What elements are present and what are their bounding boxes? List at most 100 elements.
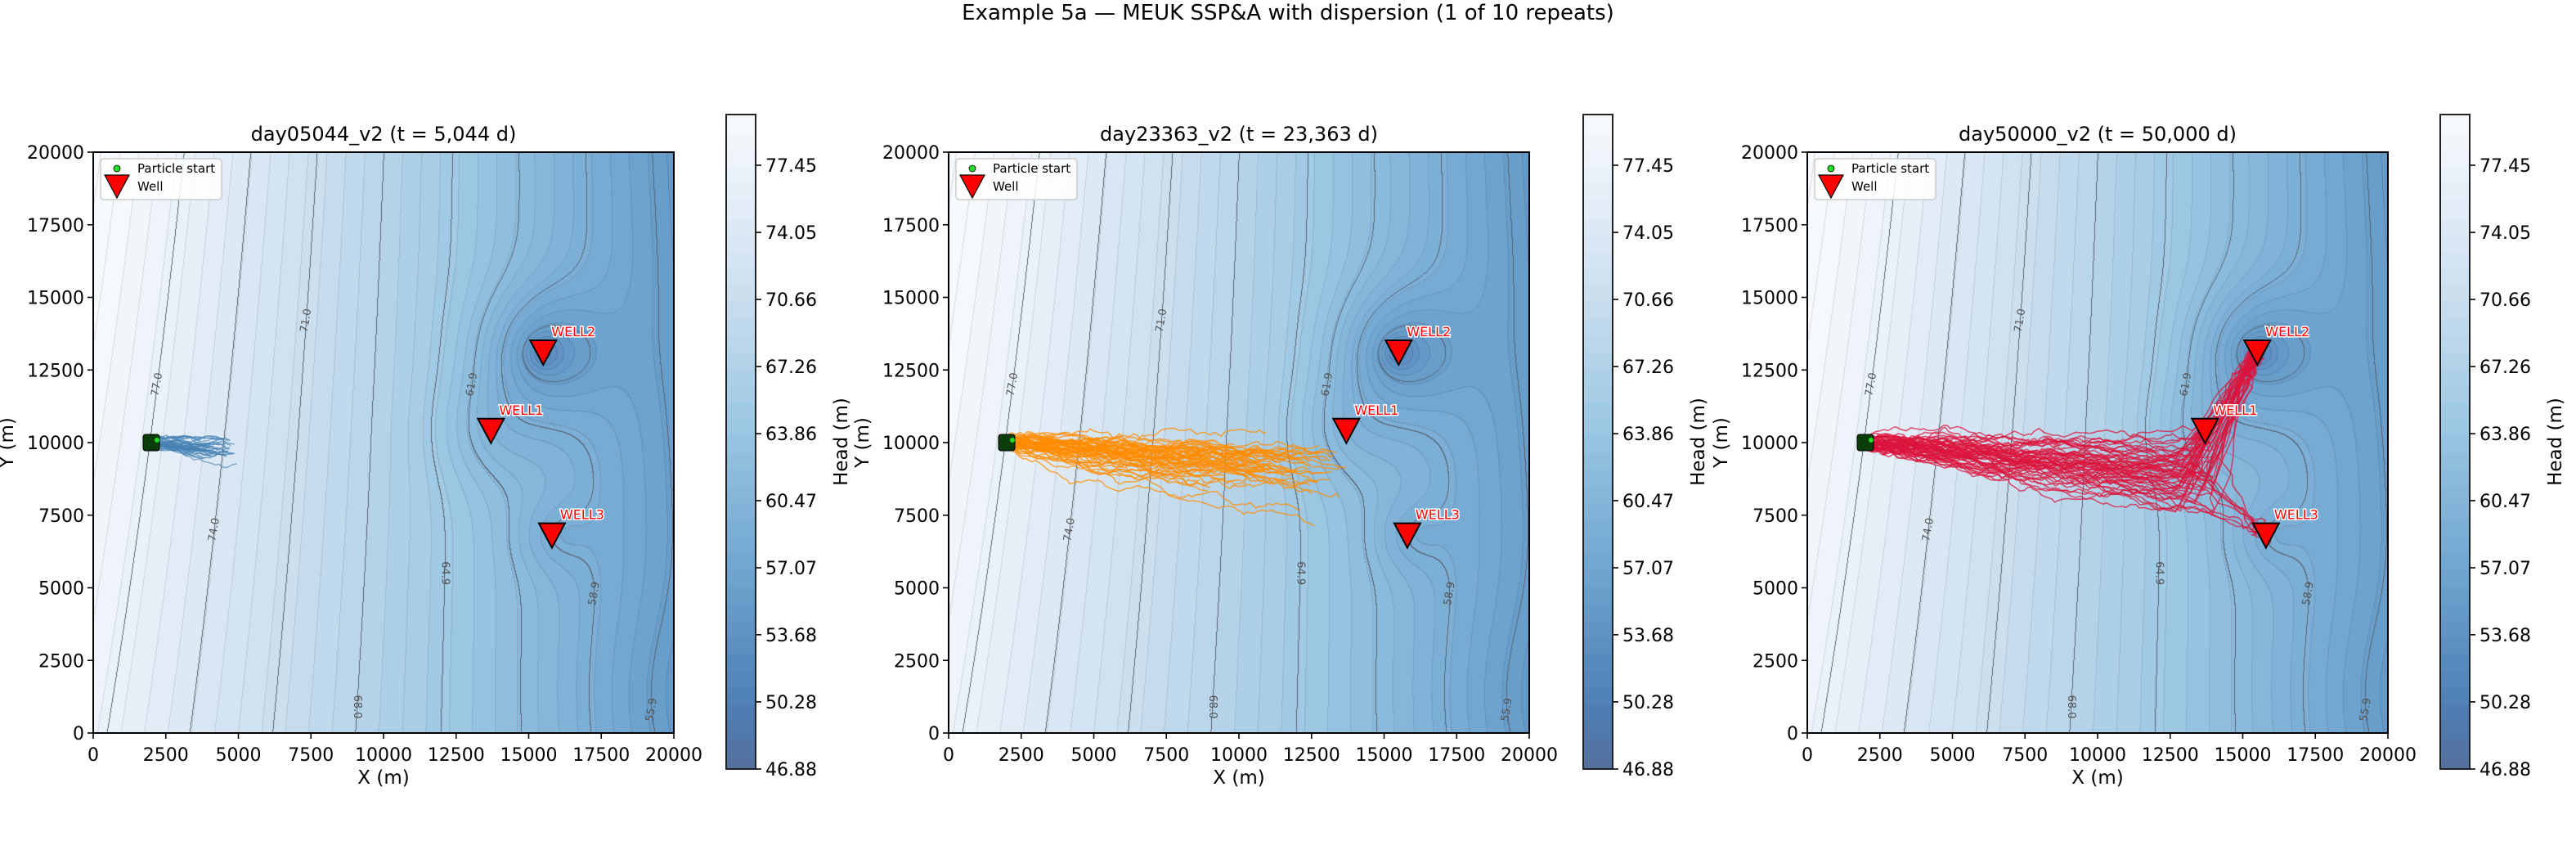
well-marker <box>1331 417 1362 445</box>
legend-label: Particle start <box>1851 161 1929 176</box>
colorbar-tick-label: 63.86 <box>1622 425 1674 445</box>
legend-start-icon <box>113 164 121 173</box>
panel-2: 77.0 74.0 71.0 68.0 64.9 61.9 58.9 55.9 WELL1 WEL… <box>852 114 1709 789</box>
colorbar-tick-label: 70.66 <box>1622 290 1674 311</box>
colorbar-tick-label: 46.88 <box>1622 760 1674 780</box>
x-tick-label: 20000 <box>1501 745 1558 766</box>
well-label: WELL1 <box>2213 403 2257 418</box>
panel-3: 77.0 74.0 71.0 68.0 64.9 61.9 58.9 55.9 WELL1 WEL… <box>1711 114 2566 789</box>
contour-label: 68.0 <box>2065 695 2077 719</box>
x-tick-label: 15000 <box>500 745 558 766</box>
particle-track <box>1006 442 1211 489</box>
particle-track <box>1865 350 2264 490</box>
legend-label: Well <box>1851 179 1878 194</box>
legend-well-icon <box>958 174 986 200</box>
y-tick-label: 15000 <box>1741 289 1798 309</box>
x-tick-label: 20000 <box>2359 745 2417 766</box>
colorbar-tick-label: 63.86 <box>2480 425 2531 445</box>
panel-title: day23363_v2 (t = 23,363 d) <box>1100 123 1378 146</box>
colorbar-tick-label: 57.07 <box>765 559 817 579</box>
x-tick-label: 12500 <box>428 745 485 766</box>
particle-tracks <box>1865 344 2272 545</box>
colorbar-tick-label: 77.45 <box>2480 156 2531 177</box>
y-tick-label: 10000 <box>1741 434 1798 454</box>
y-tick-label: 20000 <box>27 143 84 164</box>
contour-label: 74.0 <box>1920 517 1936 542</box>
particle-track <box>1006 439 1327 461</box>
contour-label: 71.0 <box>2013 308 2029 333</box>
contour-label: 55.9 <box>2358 697 2374 722</box>
colorbar-label: Head (m) <box>831 398 852 486</box>
legend-start-icon <box>968 164 976 173</box>
particle-start-dot <box>155 438 159 443</box>
y-tick-label: 10000 <box>882 434 940 454</box>
y-tick-label: 5000 <box>894 579 940 600</box>
contour-label: 68.0 <box>1206 695 1218 719</box>
y-axis-label: Y (m) <box>852 417 873 469</box>
well-label: WELL2 <box>2265 324 2309 340</box>
particle-track <box>151 435 235 445</box>
y-tick-label: 12500 <box>1741 361 1798 381</box>
particle-track <box>1865 351 2257 465</box>
y-tick-label: 15000 <box>27 289 84 309</box>
x-tick-label: 17500 <box>2287 745 2344 766</box>
particle-track <box>1865 354 2260 497</box>
contour-label: 58.9 <box>2300 581 2317 606</box>
y-tick-label: 5000 <box>1752 579 1798 600</box>
x-tick-label: 7500 <box>288 745 334 766</box>
x-axis-label: X (m) <box>357 767 409 789</box>
panel-title: day50000_v2 (t = 50,000 d) <box>1959 123 2237 146</box>
y-tick-label: 10000 <box>27 434 84 454</box>
well-label: WELL1 <box>1354 403 1398 418</box>
colorbar-tick-label: 63.86 <box>765 425 817 445</box>
particle-start-dot <box>1010 438 1015 443</box>
contour-label: 58.9 <box>1442 581 1458 606</box>
colorbar-label: Head (m) <box>2545 398 2566 486</box>
contour-label: 71.0 <box>1154 308 1170 333</box>
legend-well-icon <box>103 174 131 200</box>
well-label: WELL3 <box>1416 507 1460 523</box>
particle-track <box>150 443 229 455</box>
particle-track <box>150 438 226 447</box>
well-label: WELL3 <box>560 507 604 523</box>
colorbar-frame <box>1582 114 1613 770</box>
well-label: WELL1 <box>499 403 543 418</box>
colorbar-tick-label: 70.66 <box>765 290 817 311</box>
contour-label: 61.9 <box>1319 371 1335 397</box>
panel-1: 77.0 74.0 71.0 68.0 64.9 61.9 58.9 55.9 WELL1 WEL… <box>0 114 852 789</box>
x-tick-label: 15000 <box>1356 745 1413 766</box>
y-tick-label: 7500 <box>1752 506 1798 527</box>
contour-label: 61.9 <box>2178 371 2194 397</box>
particle-track <box>150 442 227 453</box>
colorbar-tick-label: 60.47 <box>1622 492 1674 512</box>
legend-box <box>1814 158 1936 200</box>
colorbar-tick-label: 77.45 <box>765 156 817 177</box>
well-marker <box>2190 417 2220 445</box>
colorbar-tick-label: 74.05 <box>2480 223 2531 244</box>
colorbar-frame <box>2439 114 2471 770</box>
well-marker <box>1393 522 1422 550</box>
y-tick-label: 0 <box>73 724 84 744</box>
y-tick-label: 17500 <box>882 216 940 236</box>
y-tick-label: 20000 <box>882 143 940 164</box>
x-tick-label: 5000 <box>1071 745 1117 766</box>
y-tick-label: 2500 <box>1752 651 1798 672</box>
colorbar-tick-label: 70.66 <box>2480 290 2531 311</box>
contour-label: 64.9 <box>1294 561 1306 585</box>
colorbar-tick-label: 50.28 <box>1622 693 1674 713</box>
colorbar-1 <box>726 115 756 769</box>
well-marker <box>2242 339 2272 367</box>
x-tick-label: 15000 <box>2215 745 2272 766</box>
x-tick-label: 20000 <box>645 745 702 766</box>
y-tick-label: 17500 <box>1741 216 1798 236</box>
particle-track <box>1006 438 1243 466</box>
x-tick-label: 17500 <box>572 745 630 766</box>
particle-track <box>1006 445 1248 481</box>
legend-well-icon <box>1817 174 1845 200</box>
particle-track <box>1865 350 2264 505</box>
x-tick-label: 2500 <box>143 745 189 766</box>
x-tick-label: 0 <box>1802 745 1813 766</box>
x-tick-label: 5000 <box>216 745 262 766</box>
particle-track <box>1865 443 2269 537</box>
contour-label: 77.0 <box>1004 371 1021 397</box>
